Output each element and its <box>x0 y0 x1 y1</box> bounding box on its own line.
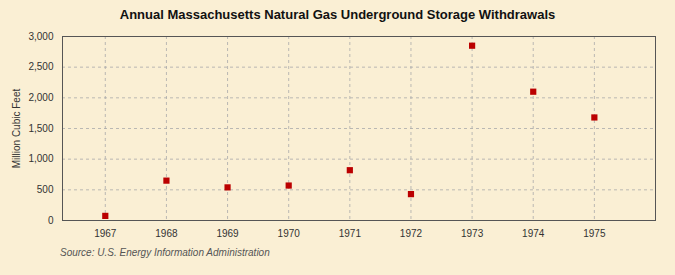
svg-text:1,500: 1,500 <box>28 123 53 134</box>
svg-text:1971: 1971 <box>339 228 362 239</box>
html-text:Source: U.S. Energy Informatio: Source: U.S. Energy Information Administ… <box>60 247 270 258</box>
svg-text:0: 0 <box>48 215 54 226</box>
svg-text:1967: 1967 <box>94 228 117 239</box>
svg-text:1969: 1969 <box>216 228 239 239</box>
svg-text:500: 500 <box>37 184 54 195</box>
svg-text:1,000: 1,000 <box>28 153 53 164</box>
svg-text:1974: 1974 <box>522 228 545 239</box>
svg-text:1973: 1973 <box>461 228 484 239</box>
svg-text:3,000: 3,000 <box>28 31 53 42</box>
svg-text:Million Cubic Feet: Million Cubic Feet <box>11 89 22 169</box>
svg-text:2,500: 2,500 <box>28 61 53 72</box>
svg-text:1972: 1972 <box>400 228 423 239</box>
svg-text:2,000: 2,000 <box>28 92 53 103</box>
svg-text:1975: 1975 <box>583 228 606 239</box>
svg-text:1970: 1970 <box>278 228 301 239</box>
html-text:Annual Massachusetts Natural G: Annual Massachusetts Natural Gas Undergr… <box>119 7 556 22</box>
svg-text:1968: 1968 <box>155 228 178 239</box>
